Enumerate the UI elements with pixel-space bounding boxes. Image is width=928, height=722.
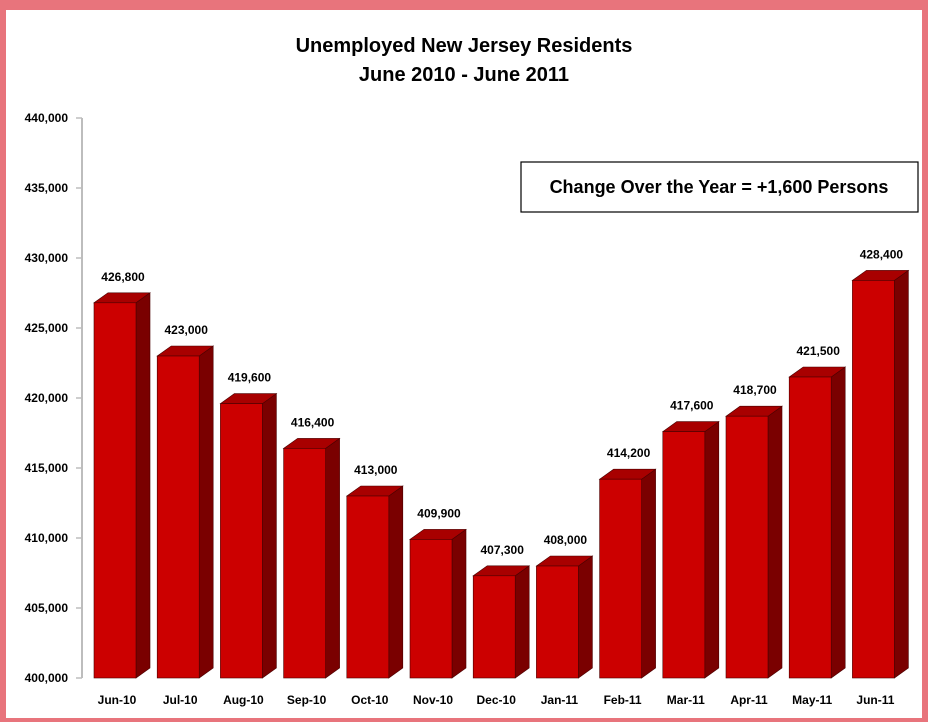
- data-label: 417,600: [670, 399, 714, 413]
- data-label: 418,700: [733, 383, 777, 397]
- x-tick-label: Sep-10: [287, 693, 327, 707]
- bar-side: [704, 421, 720, 679]
- y-tick-label: 425,000: [25, 321, 69, 335]
- data-label: 428,400: [860, 247, 904, 261]
- data-label: 413,000: [354, 463, 398, 477]
- annotation-text: Change Over the Year = +1,600 Persons: [550, 177, 889, 197]
- x-tick-label: Jan-11: [541, 693, 579, 707]
- x-tick-label: May-11: [792, 693, 832, 707]
- x-tick-label: Jul-10: [163, 693, 198, 707]
- x-tick-label: Aug-10: [223, 693, 264, 707]
- bar-side: [578, 555, 593, 679]
- bar-side: [767, 405, 783, 679]
- data-label: 416,400: [291, 415, 335, 429]
- data-label: 419,600: [228, 371, 272, 385]
- data-label: 421,500: [797, 344, 841, 358]
- bar-side: [514, 565, 530, 679]
- x-tick-label: Dec-10: [477, 693, 517, 707]
- data-label: 426,800: [101, 270, 145, 284]
- data-label: 409,900: [417, 506, 461, 520]
- x-tick-label: Mar-11: [667, 693, 705, 707]
- chart-subtitle: June 2010 - June 2011: [359, 64, 569, 86]
- x-tick-label: Jun-11: [856, 693, 894, 707]
- x-tick-label: Apr-11: [730, 693, 768, 707]
- x-tick-label: Nov-10: [413, 693, 453, 707]
- bar: [93, 302, 137, 679]
- bar: [536, 565, 579, 679]
- bar-chart: Unemployed New Jersey Residents June 201…: [25, 35, 919, 707]
- bar-side: [451, 528, 467, 679]
- chart-frame: Unemployed New Jersey Residents June 201…: [6, 10, 922, 718]
- y-tick-label: 405,000: [25, 601, 69, 615]
- y-tick-label: 420,000: [25, 391, 69, 405]
- bar-side: [198, 345, 214, 679]
- bar-side: [135, 292, 151, 679]
- chart-title: Unemployed New Jersey Residents: [296, 35, 633, 57]
- bar: [725, 415, 769, 679]
- y-tick-label: 400,000: [25, 671, 69, 685]
- annotation-box: [520, 161, 919, 213]
- bar-side: [830, 366, 846, 679]
- x-tick-label: Jun-10: [98, 693, 137, 707]
- data-label: 414,200: [607, 446, 651, 460]
- bar: [788, 376, 832, 679]
- bar-side: [262, 393, 277, 679]
- x-tick-label: Oct-10: [351, 693, 389, 707]
- bars-group: 426,800 423,000 419,600 416,400 413,000 409,9…: [93, 247, 910, 679]
- bar-side: [641, 468, 656, 679]
- bar-side: [894, 269, 909, 679]
- bar: [662, 431, 706, 679]
- data-label: 408,000: [544, 533, 588, 547]
- y-tick-label: 430,000: [25, 251, 69, 265]
- bar: [852, 280, 895, 679]
- bar: [599, 478, 642, 679]
- y-tick-label: 410,000: [25, 531, 69, 545]
- y-tick-label: 440,000: [25, 111, 69, 125]
- bar-side: [388, 485, 404, 679]
- data-label: 407,300: [481, 543, 525, 557]
- y-axis-ticks: 400,000 405,000 410,000 415,000 420,000 425,0…: [25, 111, 82, 685]
- x-tick-label: Feb-11: [604, 693, 642, 707]
- bar: [346, 495, 390, 679]
- x-axis-labels: Jun-10 Jul-10 Aug-10 Sep-10 Oct-10 Nov-10 Dec-…: [98, 693, 895, 707]
- bar: [220, 403, 263, 679]
- data-label: 423,000: [165, 323, 209, 337]
- bar: [156, 355, 200, 679]
- bar: [472, 575, 516, 679]
- bar: [283, 448, 326, 679]
- bar-side: [325, 437, 340, 679]
- y-tick-label: 415,000: [25, 461, 69, 475]
- bar: [409, 539, 453, 679]
- y-tick-label: 435,000: [25, 181, 69, 195]
